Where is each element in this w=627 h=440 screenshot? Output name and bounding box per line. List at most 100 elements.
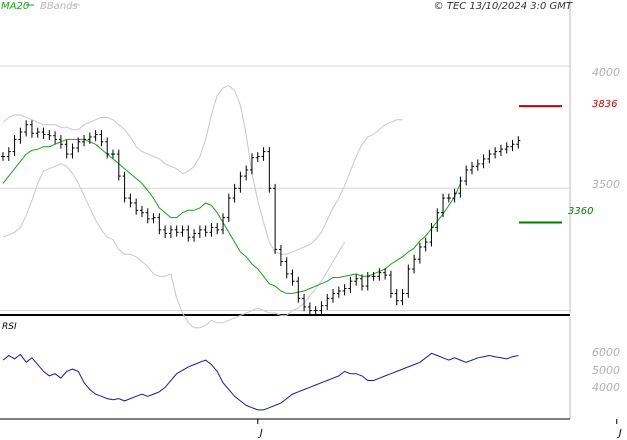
price-bar [197, 225, 202, 238]
price-bar [186, 225, 191, 242]
price-bar [377, 268, 382, 281]
price-bar [82, 134, 87, 147]
support-label: 3360 [568, 206, 593, 217]
price-bar [388, 270, 393, 298]
price-bar [354, 274, 359, 286]
price-tick-3500: 3500 [592, 178, 620, 191]
price-bar [255, 152, 260, 163]
price-bar [331, 289, 336, 303]
price-bar [18, 127, 23, 144]
price-bar [116, 149, 121, 181]
price-bar [273, 183, 278, 254]
price-bar [209, 223, 214, 237]
price-bar [261, 147, 266, 161]
price-bar [302, 293, 307, 312]
price-bar [99, 130, 104, 147]
price-bar [359, 274, 364, 291]
price-bar [122, 171, 127, 203]
price-bar [111, 149, 116, 159]
price-bar [313, 306, 318, 315]
bbands-upper-line [2, 85, 403, 255]
price-bar [481, 154, 486, 169]
copyright-text: © TEC 13/10/2024 3:0 GMT [434, 1, 573, 12]
x-tick-label: J [258, 428, 263, 439]
price-bar [325, 293, 330, 311]
price-bar [342, 284, 347, 296]
rsi-line [2, 352, 519, 411]
price-bar [458, 176, 463, 198]
price-bar [464, 165, 469, 186]
price-bar [278, 245, 283, 267]
price-bar [151, 213, 156, 224]
rsi-tick-5000: 5000 [592, 364, 620, 377]
price-bar [53, 131, 58, 144]
price-bar [446, 193, 451, 203]
price-bar [12, 134, 17, 157]
price-bar [145, 208, 150, 224]
price-bar [192, 229, 197, 242]
price-bar [296, 276, 301, 303]
rsi-tick-6000: 6000 [592, 346, 620, 359]
price-bar [87, 132, 92, 144]
price-bar [168, 225, 173, 238]
resistance-label: 3836 [592, 99, 617, 110]
price-bar [1, 152, 5, 161]
price-gridlines [0, 65, 570, 312]
ma20-series [2, 138, 461, 294]
price-bar [412, 254, 417, 274]
ma20-legend-label: MA20 [1, 1, 29, 12]
price-bar [64, 139, 69, 159]
price-bar [215, 223, 220, 235]
bollinger-bands [2, 85, 403, 329]
price-bar [157, 213, 162, 235]
bbands-legend-label: BBands [40, 1, 78, 12]
price-bar [371, 271, 376, 281]
price-bar [221, 213, 226, 235]
price-bar [93, 130, 98, 142]
price-bar [441, 193, 446, 218]
price-bar [498, 144, 503, 157]
price-bar [70, 143, 75, 159]
price-bar [226, 193, 231, 223]
rsi-title: RSI [2, 322, 17, 332]
bbands-lower-line [2, 163, 346, 329]
price-bar [180, 225, 185, 237]
price-bar [47, 130, 52, 141]
price-bar [504, 142, 509, 154]
price-bar [163, 225, 168, 238]
price-bar [58, 134, 63, 149]
price-bar [232, 183, 237, 203]
price-bar [307, 302, 312, 315]
price-bar [139, 205, 144, 218]
price-bar [174, 225, 179, 237]
price-bar [487, 149, 492, 164]
price-bar [516, 136, 521, 149]
price-bar [6, 147, 11, 161]
price-bar [244, 165, 249, 181]
price-bar [203, 225, 208, 237]
price-bar [76, 137, 81, 153]
price-bar [290, 269, 295, 286]
price-bar [475, 159, 480, 171]
rsi-series [2, 352, 519, 411]
price-bar [469, 161, 474, 175]
price-bar [394, 289, 399, 306]
price-bar [493, 147, 498, 159]
x-tick-label: J [617, 428, 622, 439]
price-bar [105, 137, 110, 159]
price-bar [128, 193, 133, 208]
price-bar [510, 139, 515, 152]
price-bar [452, 188, 457, 203]
price-bar [336, 286, 341, 298]
price-tick-4000: 4000 [592, 66, 620, 79]
price-bar [35, 127, 40, 138]
rsi-tick-4000: 4000 [592, 381, 620, 394]
price-bar [423, 237, 428, 252]
price-bar [435, 208, 440, 232]
price-bar [134, 198, 139, 215]
price-bar [41, 127, 46, 139]
price-bar [319, 301, 324, 315]
support-resistance-levels [519, 105, 562, 224]
price-bar [417, 242, 422, 264]
price-bar [406, 264, 411, 298]
